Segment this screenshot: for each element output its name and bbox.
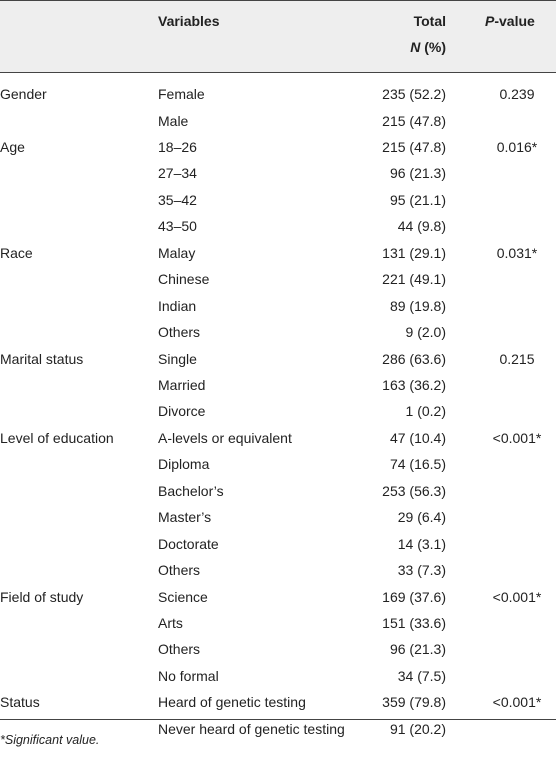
row-total: 163 (36.2) <box>382 376 446 393</box>
row-total: 34 (7.5) <box>397 667 446 684</box>
group-label: Race <box>0 244 33 261</box>
row-category: Others <box>158 324 201 340</box>
group-pvalue: 0.239 <box>499 86 535 102</box>
group-pvalue: <0.001* <box>492 588 542 605</box>
row-category: Heard of genetic testing <box>158 694 306 711</box>
row-category: Bachelor’s <box>158 482 224 499</box>
header-pvalue: P-value <box>485 12 535 30</box>
row-total: 151 (33.6) <box>382 615 446 631</box>
row-category: No formal <box>158 667 219 684</box>
row-category: 27–34 <box>158 165 197 182</box>
row-total: 89 (19.8) <box>389 297 446 314</box>
group-label: Field of study <box>0 588 84 605</box>
header-variables: Variables <box>158 13 220 29</box>
group-pvalue: 0.215 <box>499 350 535 367</box>
row-total: 96 (21.3) <box>389 641 446 658</box>
row-category: Diploma <box>158 456 210 473</box>
row-total: 215 (47.8) <box>382 138 446 155</box>
row-total: 9 (2.0) <box>405 324 446 340</box>
row-category: 35–42 <box>158 191 197 208</box>
top-rule <box>0 0 556 1</box>
group-pvalue: 0.031* <box>496 244 538 261</box>
row-category: Arts <box>158 615 183 631</box>
group-label: Status <box>0 694 40 711</box>
row-total: 131 (29.1) <box>382 244 446 261</box>
row-total: 74 (16.5) <box>389 456 446 473</box>
header-rule <box>0 72 556 73</box>
row-total: 253 (56.3) <box>382 482 446 499</box>
header-total-pct: (%) <box>420 39 446 55</box>
row-category: Others <box>158 562 201 579</box>
row-category: Never heard of genetic testing <box>158 720 345 737</box>
header-total: Total <box>413 13 446 29</box>
group-label: Level of education <box>0 429 114 446</box>
row-category: Others <box>158 641 201 658</box>
row-category: Divorce <box>158 403 206 420</box>
row-total: 221 (49.1) <box>382 271 446 288</box>
row-category: Doctorate <box>158 535 219 552</box>
group-label: Age <box>0 138 25 155</box>
bottom-rule <box>0 719 556 720</box>
row-total: 215 (47.8) <box>382 112 446 129</box>
row-total: 286 (63.6) <box>382 350 446 367</box>
header-total-n: N (%) <box>380 38 446 56</box>
row-total: 33 (7.3) <box>397 562 446 579</box>
footnote: *Significant value. <box>0 733 100 747</box>
row-category: 43–50 <box>158 218 197 235</box>
row-total: 14 (3.1) <box>397 535 446 552</box>
row-total: 96 (21.3) <box>389 165 446 182</box>
header-pvalue-rest: -value <box>494 13 535 29</box>
group-pvalue: <0.001* <box>492 694 542 711</box>
row-total: 95 (21.1) <box>389 191 446 208</box>
row-category: Chinese <box>158 271 210 288</box>
row-category: A-levels or equivalent <box>158 429 292 446</box>
row-total: 29 (6.4) <box>397 509 446 526</box>
group-pvalue: 0.016* <box>496 138 538 155</box>
row-total: 169 (37.6) <box>382 588 446 605</box>
row-total: 44 (9.8) <box>397 218 446 235</box>
header-total-n-italic: N <box>410 39 421 55</box>
row-category: Indian <box>158 297 197 314</box>
row-category: 18–26 <box>158 138 197 155</box>
row-category: Female <box>158 86 205 102</box>
row-total: 91 (20.2) <box>389 720 446 737</box>
row-category: Master’s <box>158 509 212 526</box>
group-label: Marital status <box>0 350 84 367</box>
group-label: Gender <box>0 86 47 102</box>
row-total: 235 (52.2) <box>382 86 446 102</box>
header-band <box>0 0 556 72</box>
header-pvalue-p: P <box>485 13 495 29</box>
row-category: Male <box>158 112 189 129</box>
row-total: 359 (79.8) <box>382 694 446 711</box>
row-category: Science <box>158 588 208 605</box>
row-total: 47 (10.4) <box>389 429 446 446</box>
row-category: Married <box>158 376 206 393</box>
row-total: 1 (0.2) <box>405 403 446 420</box>
row-category: Single <box>158 350 197 367</box>
group-pvalue: <0.001* <box>492 429 542 446</box>
row-category: Malay <box>158 244 196 261</box>
